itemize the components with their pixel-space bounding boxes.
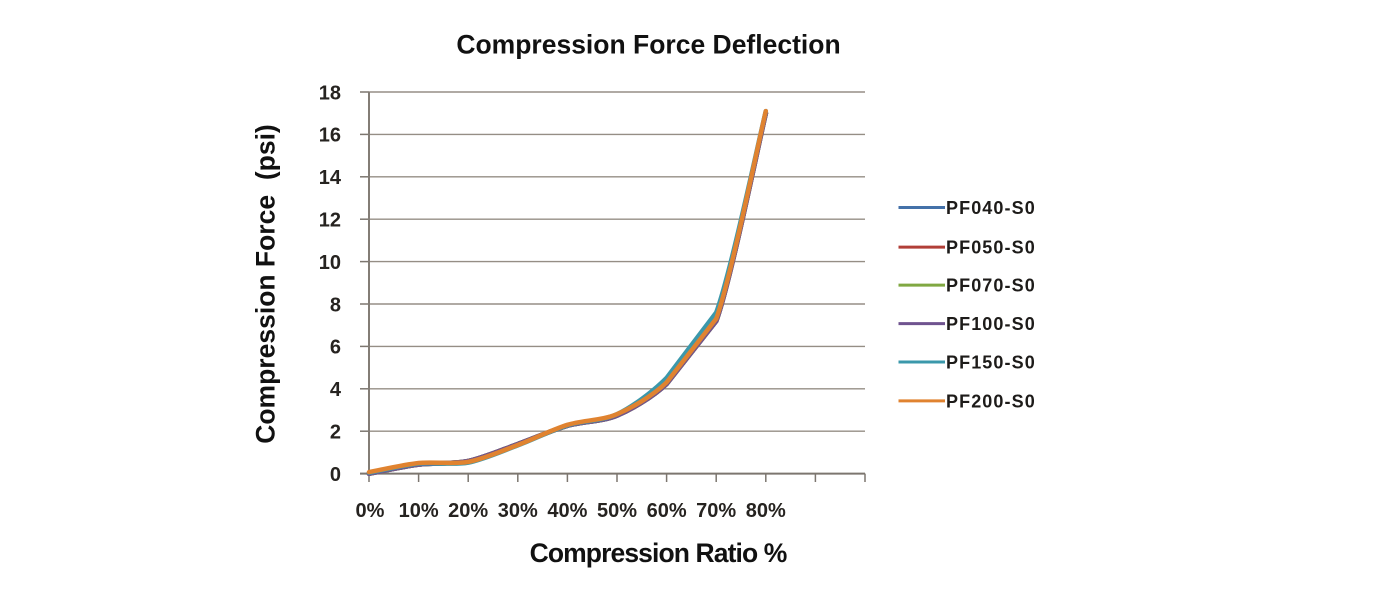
- svg-text:12: 12: [319, 210, 341, 232]
- svg-text:80%: 80%: [746, 500, 786, 522]
- svg-text:Compression Ratio %: Compression Ratio %: [530, 538, 787, 568]
- svg-text:2: 2: [330, 422, 341, 444]
- svg-text:PF150-S0: PF150-S0: [946, 353, 1036, 373]
- svg-text:8: 8: [330, 294, 341, 316]
- svg-text:60%: 60%: [647, 500, 687, 522]
- svg-text:Compression Force Deflection: Compression Force Deflection: [456, 30, 840, 60]
- svg-text:4: 4: [330, 379, 342, 401]
- svg-text:10: 10: [319, 252, 341, 274]
- svg-text:Compression Force (psi): Compression Force (psi): [251, 124, 281, 444]
- svg-text:0%: 0%: [356, 500, 385, 522]
- svg-text:14: 14: [319, 167, 342, 189]
- svg-text:20%: 20%: [448, 500, 488, 522]
- svg-text:40%: 40%: [547, 500, 587, 522]
- svg-text:PF100-S0: PF100-S0: [946, 314, 1036, 334]
- svg-text:30%: 30%: [498, 500, 538, 522]
- svg-text:PF040-S0: PF040-S0: [946, 198, 1036, 218]
- svg-text:70%: 70%: [696, 500, 736, 522]
- svg-text:PF200-S0: PF200-S0: [946, 391, 1036, 411]
- svg-text:16: 16: [319, 125, 341, 147]
- svg-text:PF070-S0: PF070-S0: [946, 276, 1036, 296]
- svg-text:18: 18: [319, 82, 341, 104]
- svg-text:50%: 50%: [597, 500, 637, 522]
- svg-text:6: 6: [330, 337, 341, 359]
- svg-text:0: 0: [330, 464, 341, 486]
- svg-text:10%: 10%: [399, 500, 439, 522]
- svg-text:PF050-S0: PF050-S0: [946, 238, 1036, 258]
